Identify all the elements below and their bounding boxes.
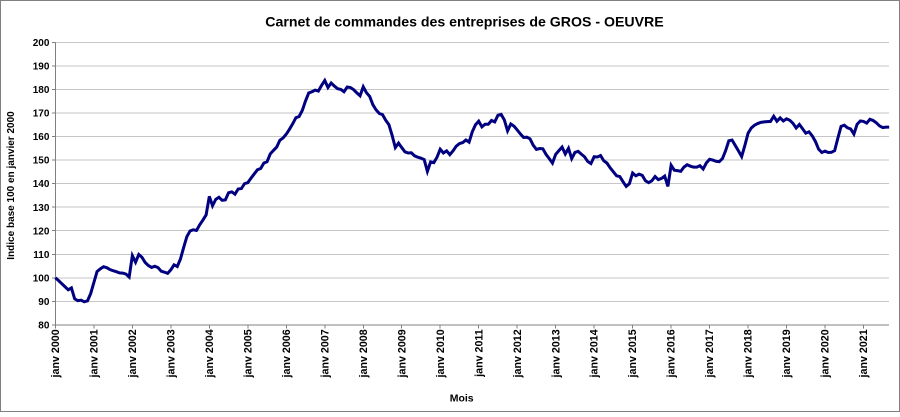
svg-text:170: 170	[33, 109, 50, 120]
svg-text:janv 2018: janv 2018	[743, 329, 755, 378]
svg-text:janv 2000: janv 2000	[50, 329, 62, 378]
svg-text:janv 2015: janv 2015	[627, 329, 639, 378]
svg-text:janv 2010: janv 2010	[435, 329, 447, 378]
svg-text:janv 2008: janv 2008	[358, 329, 370, 378]
svg-text:Carnet de commandes des entrep: Carnet de commandes des entreprises de G…	[265, 14, 663, 30]
svg-text:janv 2011: janv 2011	[473, 329, 485, 378]
svg-text:janv 2003: janv 2003	[165, 329, 177, 378]
svg-text:80: 80	[38, 321, 50, 332]
svg-text:janv 2002: janv 2002	[127, 329, 139, 378]
svg-text:janv 2017: janv 2017	[704, 329, 716, 378]
svg-text:110: 110	[33, 250, 50, 261]
svg-text:Indice base 100 en janvier 200: Indice base 100 en janvier 2000	[6, 111, 17, 260]
svg-text:200: 200	[33, 38, 50, 49]
svg-text:janv 2014: janv 2014	[589, 329, 601, 378]
svg-text:190: 190	[33, 61, 50, 72]
svg-text:janv 2020: janv 2020	[820, 329, 832, 378]
svg-text:130: 130	[33, 203, 50, 214]
svg-text:janv 2005: janv 2005	[242, 329, 254, 378]
svg-text:janv 2004: janv 2004	[204, 329, 216, 378]
svg-text:janv 2019: janv 2019	[781, 329, 793, 378]
svg-text:Mois: Mois	[450, 392, 474, 404]
svg-text:120: 120	[33, 226, 50, 237]
svg-text:140: 140	[33, 179, 50, 190]
svg-text:180: 180	[33, 85, 50, 96]
svg-text:janv 2021: janv 2021	[858, 329, 870, 378]
svg-text:150: 150	[33, 156, 50, 167]
svg-text:160: 160	[33, 132, 50, 143]
svg-text:janv 2007: janv 2007	[319, 329, 331, 378]
svg-text:janv 2009: janv 2009	[396, 329, 408, 378]
svg-text:janv 2001: janv 2001	[88, 329, 100, 378]
svg-text:janv 2012: janv 2012	[512, 329, 524, 378]
svg-text:janv 2016: janv 2016	[666, 329, 678, 378]
svg-text:100: 100	[33, 273, 50, 284]
svg-text:janv 2006: janv 2006	[281, 329, 293, 378]
svg-text:90: 90	[38, 297, 50, 308]
svg-text:janv 2013: janv 2013	[550, 329, 562, 378]
